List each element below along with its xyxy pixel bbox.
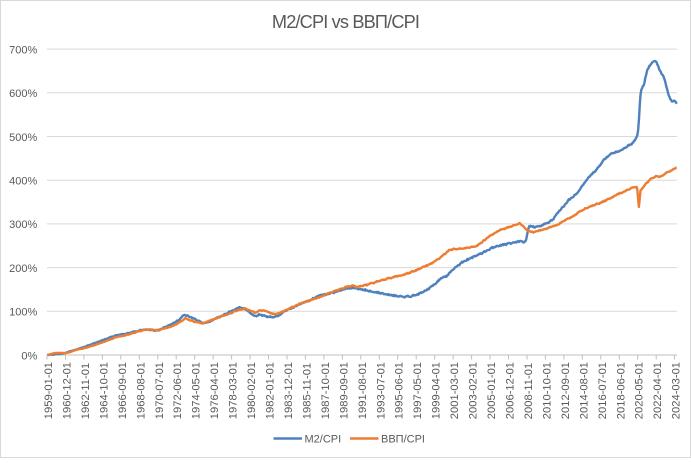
svg-text:1972-06-01: 1972-06-01 (172, 362, 184, 419)
svg-text:2022-04-01: 2022-04-01 (652, 362, 664, 419)
svg-text:300%: 300% (9, 219, 37, 231)
svg-text:1960-12-01: 1960-12-01 (62, 362, 74, 419)
svg-text:1968-08-01: 1968-08-01 (135, 362, 147, 419)
svg-text:200%: 200% (9, 263, 37, 275)
svg-text:2006-12-01: 2006-12-01 (505, 362, 517, 419)
svg-text:2008-11-01: 2008-11-01 (523, 363, 535, 419)
svg-text:2020-05-01: 2020-05-01 (634, 362, 646, 419)
svg-text:1987-10-01: 1987-10-01 (320, 362, 332, 419)
svg-text:2014-08-01: 2014-08-01 (578, 362, 590, 419)
svg-text:1959-01-01: 1959-01-01 (43, 362, 55, 419)
svg-text:1997-05-01: 1997-05-01 (412, 362, 424, 419)
svg-text:1980-02-01: 1980-02-01 (246, 362, 258, 419)
svg-text:1978-03-01: 1978-03-01 (228, 362, 240, 419)
svg-text:1983-12-01: 1983-12-01 (283, 362, 295, 419)
svg-text:M2/CPI: M2/CPI (305, 434, 342, 446)
svg-text:1976-04-01: 1976-04-01 (209, 362, 221, 419)
svg-text:1982-01-01: 1982-01-01 (265, 362, 277, 419)
svg-text:2018-06-01: 2018-06-01 (615, 362, 627, 419)
svg-text:1962-11-01: 1962-11-01 (80, 363, 92, 419)
svg-text:0%: 0% (21, 350, 37, 362)
svg-text:M2/CPI vs ВВП/CPI: M2/CPI vs ВВП/CPI (272, 12, 419, 32)
svg-text:1991-08-01: 1991-08-01 (357, 362, 369, 419)
svg-text:400%: 400% (9, 176, 37, 188)
svg-text:1993-07-01: 1993-07-01 (375, 362, 387, 419)
svg-text:1970-07-01: 1970-07-01 (154, 362, 166, 419)
svg-text:2012-09-01: 2012-09-01 (560, 362, 572, 419)
svg-text:1999-04-01: 1999-04-01 (431, 362, 443, 419)
svg-text:2010-10-01: 2010-10-01 (541, 362, 553, 419)
svg-text:ВВП/CPI: ВВП/CPI (381, 434, 425, 446)
svg-text:2005-01-01: 2005-01-01 (486, 362, 498, 419)
svg-text:1995-06-01: 1995-06-01 (394, 362, 406, 419)
svg-text:1985-11-01: 1985-11-01 (301, 363, 313, 419)
svg-text:600%: 600% (9, 88, 37, 100)
svg-text:1964-10-01: 1964-10-01 (98, 362, 110, 419)
svg-text:2001-03-01: 2001-03-01 (449, 362, 461, 419)
svg-text:1989-09-01: 1989-09-01 (338, 362, 350, 419)
svg-text:700%: 700% (9, 44, 37, 56)
svg-text:500%: 500% (9, 132, 37, 144)
svg-text:1974-05-01: 1974-05-01 (191, 362, 203, 419)
svg-text:2003-02-01: 2003-02-01 (468, 362, 480, 419)
svg-text:100%: 100% (9, 307, 37, 319)
svg-text:1966-09-01: 1966-09-01 (117, 362, 129, 419)
svg-text:2016-07-01: 2016-07-01 (597, 362, 609, 419)
svg-text:2024-03-01: 2024-03-01 (671, 362, 683, 419)
